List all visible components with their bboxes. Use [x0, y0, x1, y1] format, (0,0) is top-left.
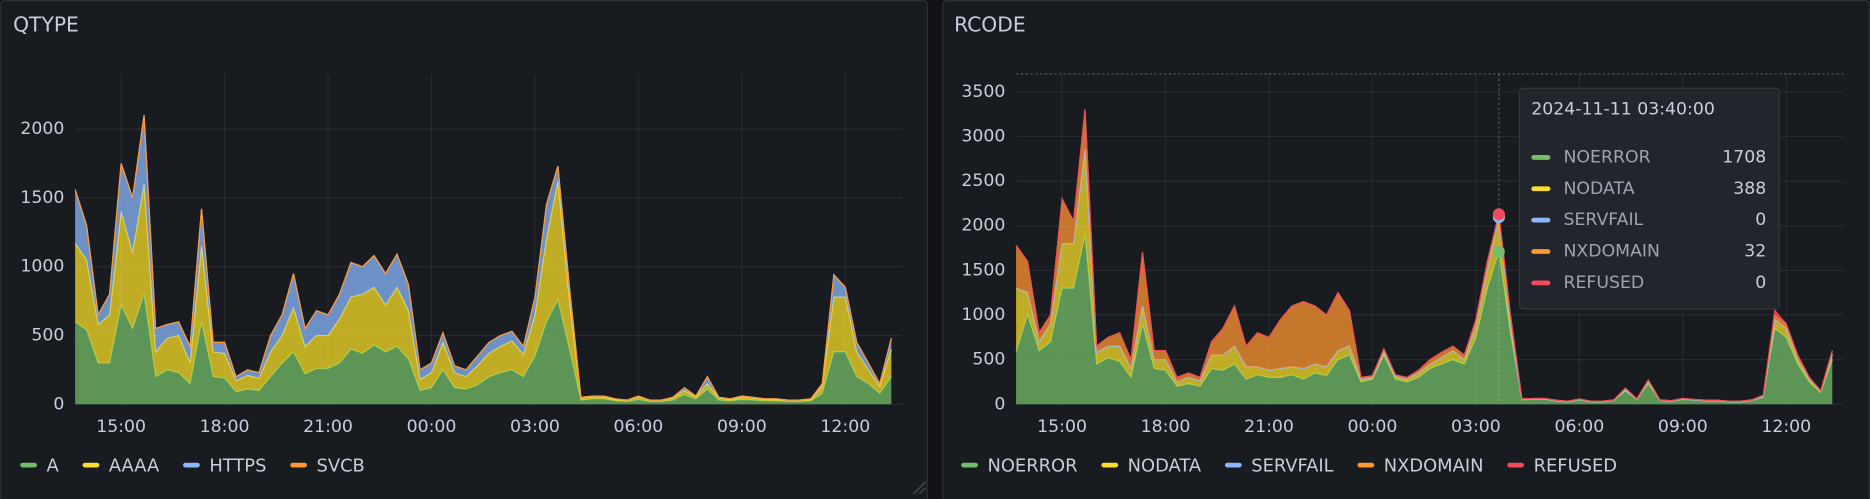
x-tick-label: 21:00 — [303, 417, 353, 437]
legend-label: NODATA — [1128, 455, 1202, 476]
tooltip-time: 2024-11-11 03:40:00 — [1531, 100, 1715, 120]
legend-marker — [1357, 462, 1375, 468]
hover-dot — [1492, 208, 1505, 221]
x-tick-label: 09:00 — [1658, 417, 1708, 437]
x-tick-label: 09:00 — [717, 417, 767, 437]
legend-label: SVCB — [317, 455, 365, 476]
hover-dot — [1492, 245, 1505, 258]
tooltip-value: 1708 — [1722, 147, 1766, 167]
panel-title: QTYPE — [13, 13, 79, 37]
legend-label: SERVFAIL — [1251, 455, 1333, 476]
area-line — [74, 115, 892, 401]
y-tick-label: 1000 — [20, 257, 64, 277]
x-tick-label: 00:00 — [407, 417, 457, 437]
x-tick-label: 03:00 — [1451, 417, 1501, 437]
area-line — [74, 294, 892, 403]
y-tick-label: 2500 — [961, 171, 1005, 191]
y-tick-label: 2000 — [961, 216, 1005, 236]
y-tick-label: 1500 — [961, 260, 1005, 280]
tooltip-name: NOERROR — [1564, 147, 1651, 167]
legend-label: A — [47, 455, 60, 476]
x-tick-label: 18:00 — [1141, 417, 1191, 437]
tooltip-value: 32 — [1744, 242, 1766, 262]
legend-marker — [1224, 462, 1242, 468]
legend-label: REFUSED — [1534, 455, 1617, 476]
tooltip-marker — [1531, 217, 1551, 223]
tooltip-name: NXDOMAIN — [1564, 242, 1660, 262]
legend-label: HTTPS — [209, 455, 266, 476]
x-tick-label: 15:00 — [96, 417, 146, 437]
x-tick-label: 06:00 — [1554, 417, 1604, 437]
tooltip-marker — [1531, 280, 1551, 286]
tooltip-name: NODATA — [1564, 179, 1635, 199]
tooltip — [1518, 87, 1780, 310]
area — [75, 115, 892, 401]
y-tick-label: 500 — [31, 325, 64, 345]
tooltip-value: 0 — [1755, 273, 1766, 293]
y-tick-label: 500 — [972, 350, 1005, 370]
legend-marker — [290, 462, 307, 468]
x-tick-label: 21:00 — [1244, 417, 1294, 437]
x-tick-label: 12:00 — [820, 417, 870, 437]
resize-handle[interactable] — [913, 481, 926, 495]
tooltip-value: 0 — [1755, 210, 1766, 230]
legend-marker — [20, 462, 37, 468]
tooltip-value: 388 — [1733, 179, 1766, 199]
legend-label: NOERROR — [987, 455, 1077, 476]
area — [1016, 234, 1833, 405]
y-tick-label: 1000 — [961, 305, 1005, 325]
y-tick-label: 2000 — [20, 119, 64, 139]
y-tick-label: 0 — [994, 394, 1005, 414]
area — [75, 181, 892, 402]
tooltip-name: SERVFAIL — [1564, 210, 1644, 230]
panel-title: RCODE — [954, 13, 1026, 37]
x-tick-label: 06:00 — [614, 417, 664, 437]
area-line — [74, 181, 892, 401]
area-line — [1015, 109, 1833, 402]
legend-marker — [1101, 462, 1119, 468]
tooltip-name: REFUSED — [1564, 273, 1645, 293]
legend-label: AAAA — [109, 455, 160, 476]
x-tick-label: 18:00 — [200, 417, 250, 437]
area — [75, 294, 892, 405]
legend-marker — [961, 462, 978, 468]
y-tick-label: 3500 — [961, 82, 1005, 102]
legend-marker — [82, 462, 100, 468]
x-tick-label: 15:00 — [1037, 417, 1087, 437]
tooltip-marker — [1531, 249, 1551, 254]
legend-label: NXDOMAIN — [1384, 455, 1484, 476]
x-tick-label: 12:00 — [1761, 417, 1811, 437]
tooltip-marker — [1531, 155, 1551, 160]
x-tick-label: 00:00 — [1348, 417, 1398, 437]
y-tick-label: 0 — [53, 394, 64, 414]
y-tick-label: 3000 — [961, 126, 1005, 146]
legend-marker — [183, 462, 200, 468]
tooltip-marker — [1531, 186, 1551, 192]
x-tick-label: 03:00 — [510, 417, 560, 437]
legend-marker — [1507, 462, 1525, 468]
y-tick-label: 1500 — [20, 188, 64, 208]
